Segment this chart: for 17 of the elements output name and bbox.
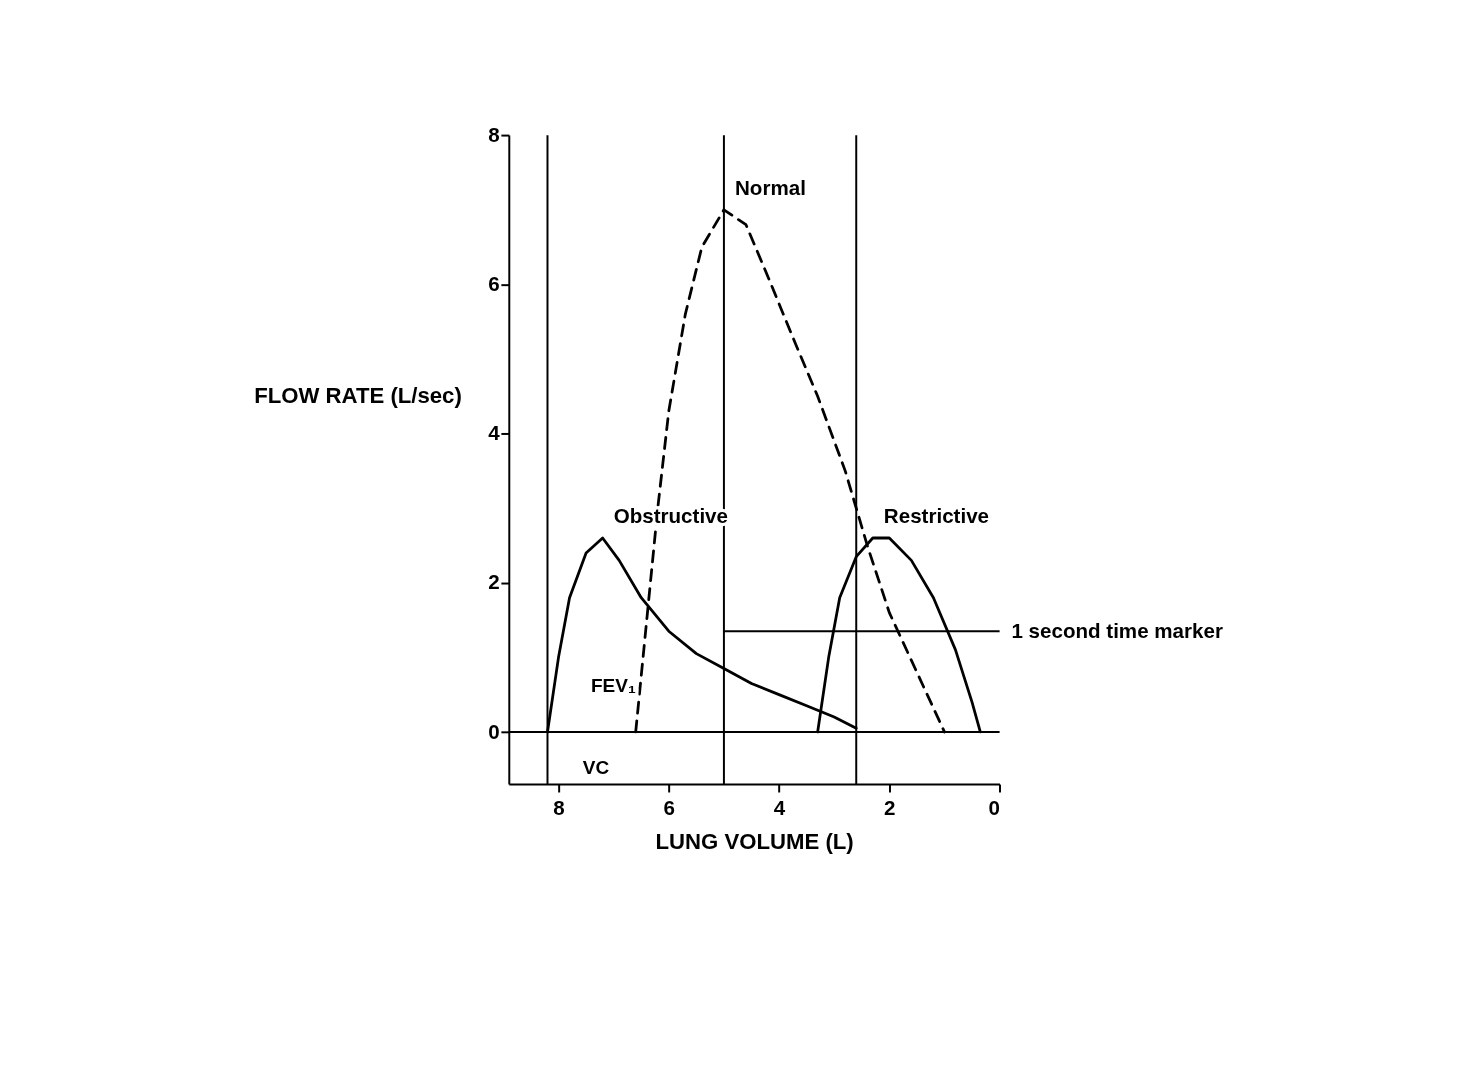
series-label: Normal bbox=[735, 175, 806, 199]
annotation: 1 second time marker bbox=[1011, 618, 1223, 642]
x-tick-label: 6 bbox=[663, 796, 675, 820]
x-tick-label: 8 bbox=[553, 796, 565, 820]
series-label: Restrictive bbox=[883, 503, 990, 527]
y-axis-title: FLOW RATE (L/sec) bbox=[254, 383, 462, 409]
annotation: VC bbox=[582, 756, 610, 778]
annotation: FEV₁ bbox=[590, 675, 636, 697]
x-tick-label: 0 bbox=[988, 796, 1000, 820]
x-axis-title: LUNG VOLUME (L) bbox=[655, 828, 854, 854]
y-tick-label: 6 bbox=[488, 272, 500, 296]
y-tick-label: 0 bbox=[488, 719, 500, 743]
y-tick-label: 8 bbox=[488, 122, 500, 146]
y-tick-label: 2 bbox=[488, 570, 500, 594]
y-tick-label: 4 bbox=[488, 421, 501, 445]
x-tick-label: 4 bbox=[773, 796, 786, 820]
x-tick-label: 2 bbox=[884, 796, 896, 820]
